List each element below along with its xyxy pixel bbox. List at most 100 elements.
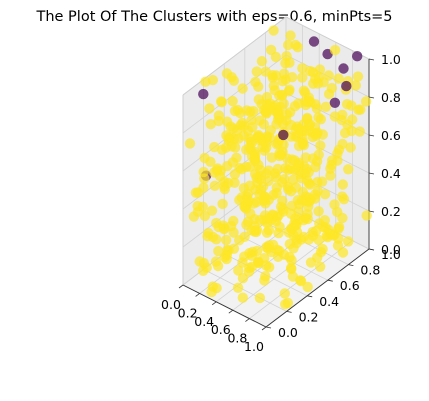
x-axis-line (182, 284, 267, 328)
cluster-point (285, 262, 297, 274)
cluster-point (184, 138, 196, 149)
cluster-point (206, 205, 218, 216)
cluster-point (219, 181, 230, 192)
cluster-point (343, 236, 354, 247)
cluster-point (221, 68, 233, 79)
x-tick-label: 0.2 (178, 305, 198, 320)
cluster-point (237, 257, 248, 268)
cluster-point (337, 179, 348, 190)
cluster-point (350, 80, 361, 91)
cluster-point (315, 140, 326, 151)
cluster-point (251, 245, 263, 257)
x-tick-label: 0.8 (227, 331, 247, 346)
cluster-point (237, 292, 248, 303)
cluster-point (305, 257, 317, 268)
z-tick-label: 1.0 (381, 52, 401, 67)
cluster-point (277, 177, 288, 188)
cluster-point (217, 198, 228, 210)
noise-point (329, 97, 341, 109)
cluster-point (333, 73, 344, 84)
cluster-point (312, 127, 323, 138)
y-axis-line (265, 248, 370, 328)
y-tick-label: 0.6 (340, 278, 360, 293)
cluster-point (216, 144, 228, 155)
cluster-point (280, 299, 291, 310)
cluster-point (338, 194, 350, 205)
cluster-point (319, 215, 330, 226)
cluster-point (320, 101, 332, 113)
cluster-point (268, 25, 279, 36)
x-tick-mark (261, 326, 267, 331)
cluster-point (337, 212, 348, 224)
cluster-point (297, 72, 308, 83)
y-tick-label: 0.0 (278, 325, 298, 340)
cluster-point (315, 114, 326, 125)
cluster-point (205, 156, 216, 167)
cluster-point (303, 167, 314, 178)
cluster-point (273, 228, 284, 239)
cluster-point (229, 177, 240, 188)
y-tick-mark (286, 311, 292, 313)
z-tick-mark (368, 58, 375, 61)
cluster-point (246, 151, 258, 162)
x-tick-mark (211, 301, 217, 306)
y-tick-mark (348, 264, 354, 266)
cluster-point (313, 206, 324, 217)
cluster-point (234, 235, 245, 246)
cluster-point (277, 195, 288, 206)
cluster-point (261, 227, 273, 238)
cluster-point (249, 221, 260, 232)
cluster-point (209, 141, 220, 153)
y-tick-label: 1.0 (381, 247, 401, 262)
noise-point (338, 63, 349, 74)
cluster-point (325, 170, 336, 181)
cluster-point (267, 70, 278, 81)
cluster-point (247, 122, 258, 133)
cluster-point (229, 105, 241, 117)
cluster-point (313, 149, 324, 160)
z-tick-label: 0.4 (381, 166, 401, 181)
cluster-point (256, 56, 268, 67)
cluster-point (253, 256, 264, 267)
noise-point (308, 36, 320, 47)
cluster-point (353, 104, 364, 116)
y-tick-label: 0.8 (360, 263, 380, 278)
cluster-point (258, 119, 269, 130)
x-tick-label: 0.4 (194, 314, 214, 329)
cluster-point (325, 228, 336, 240)
cluster-point (233, 265, 244, 276)
x-tick-mark (195, 293, 200, 297)
cluster-point (194, 256, 205, 267)
cluster-point (199, 173, 210, 184)
cluster-point (272, 114, 284, 125)
chart-title: The Plot Of The Clusters with eps=0.6, m… (36, 9, 393, 25)
cluster-point (261, 260, 272, 271)
cluster-point (213, 115, 224, 127)
x-tick-label: 1.0 (244, 339, 264, 354)
noise-point (341, 80, 352, 92)
cluster-point (329, 199, 340, 210)
cluster-point (282, 153, 293, 164)
cluster-point (232, 282, 244, 293)
noise-point (352, 51, 363, 62)
cluster-point (310, 193, 321, 204)
cluster-point (272, 251, 284, 262)
cluster-point (227, 157, 239, 168)
y-tick-mark (307, 295, 313, 298)
cluster-point (284, 251, 295, 263)
cluster-point (228, 227, 239, 238)
cluster-point (291, 219, 302, 231)
z-tick-label: 0.2 (381, 204, 401, 219)
x-tick-label: 0.6 (211, 322, 231, 337)
cluster-point (261, 168, 272, 179)
cluster-point (326, 82, 338, 94)
cluster-point (290, 182, 302, 193)
cluster-point (304, 119, 316, 130)
cluster-point (293, 98, 304, 109)
cluster-point (297, 62, 308, 74)
cluster-point (232, 125, 243, 136)
cluster-point (266, 152, 277, 163)
cluster-point (271, 187, 282, 199)
cluster-point (289, 165, 300, 176)
